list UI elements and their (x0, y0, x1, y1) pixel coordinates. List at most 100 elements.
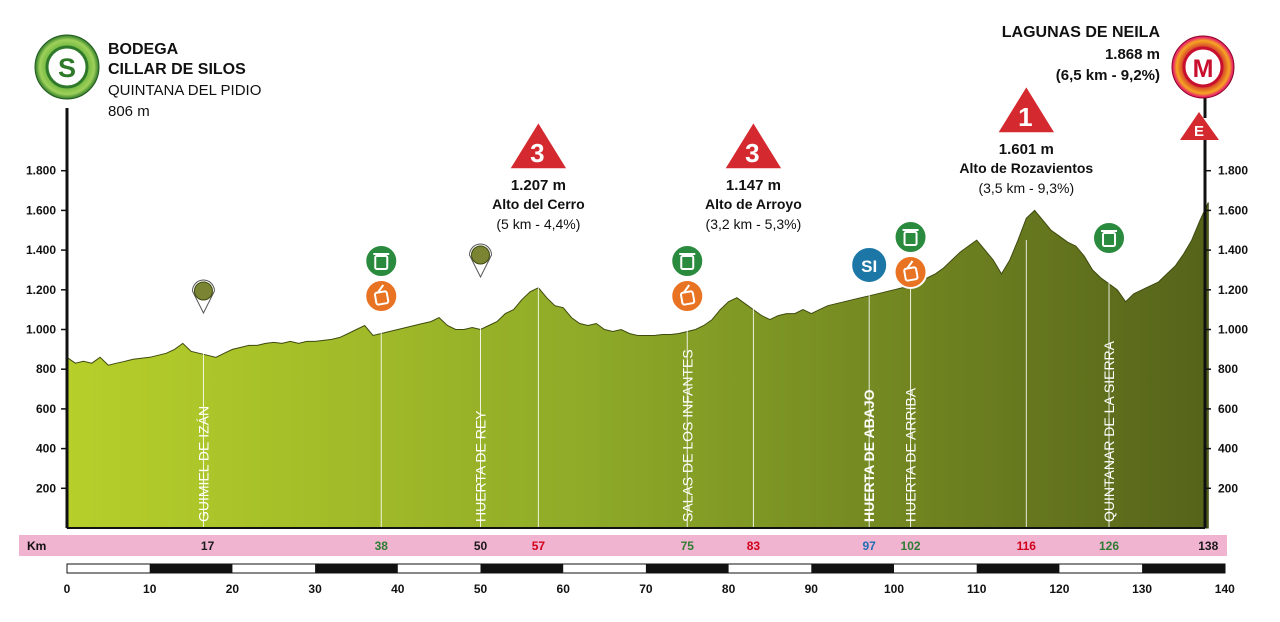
distance-scale-label: 50 (474, 582, 488, 596)
climb-labels: 3 1.207 m Alto del Cerro (5 km - 4,4%) 3 1.14… (492, 85, 1093, 232)
start-line1: BODEGA (108, 41, 179, 58)
climb-altitude: 1.207 m (511, 177, 566, 194)
km-strip-value: 83 (747, 539, 761, 553)
station-label: HUERTA DE ABAJO (861, 389, 877, 522)
distance-scale: 0 10 20 30 40 50 60 70 80 90 100 110 120 130 140 (64, 563, 1235, 596)
km-strip-value: 102 (901, 539, 921, 553)
distance-scale-label: 10 (143, 582, 157, 596)
finish-badge-inner (1182, 46, 1224, 88)
km-strip-value: 50 (474, 539, 488, 553)
start-line3: QUINTANA DEL PIDIO (108, 82, 261, 99)
musette-strap (683, 284, 691, 293)
y-tick-label-left: 400 (36, 442, 56, 456)
km-strip-value: 138 (1198, 539, 1218, 553)
km-strip-value: 126 (1099, 539, 1119, 553)
y-tick-label-left: 1.000 (26, 323, 56, 337)
trash-bin-body (1102, 232, 1117, 247)
y-tick-label-right: 800 (1218, 362, 1238, 376)
y-tick-label-left: 600 (36, 402, 56, 416)
musette-strap (906, 260, 914, 269)
trash-bin-body (680, 255, 695, 270)
y-tick-label-left: 1.200 (26, 283, 56, 297)
finish-altitude: 1.868 m (1105, 46, 1160, 63)
climb-category-icon (996, 85, 1057, 134)
km-strip-value: 75 (681, 539, 695, 553)
y-ticks-right: 200 400 600 800 1.000 1.200 1.400 1.600 1.800 (1205, 164, 1248, 495)
distance-scale-label: 140 (1215, 582, 1235, 596)
sprint-badge-text: SI (861, 257, 877, 276)
location-pin-dot (471, 245, 490, 265)
distance-scale-label: 110 (967, 582, 987, 596)
distance-scale-label: 30 (308, 582, 322, 596)
climb-name: Alto de Rozavientos (959, 160, 1093, 176)
climb-category-icon (508, 121, 569, 170)
station-label: GUIMIEL DE IZÁN (195, 406, 211, 522)
distance-scale-segments (149, 564, 1225, 573)
distance-scale-label: 130 (1132, 582, 1152, 596)
distance-scale-segment (645, 564, 729, 573)
climb-detail: (3,5 km - 9,3%) (978, 180, 1074, 196)
climb-name: Alto de Arroyo (705, 196, 802, 212)
climb-altitude: 1.147 m (726, 177, 781, 194)
km-strip-value: 97 (863, 539, 877, 553)
station-label: SALAS DE LOS INFANTES (679, 349, 695, 522)
finish-detail: (6,5 km - 9,2%) (1056, 67, 1160, 84)
finish-category-letter: E (1194, 123, 1204, 140)
km-strip-value: 17 (201, 539, 215, 553)
waste-zone-icon (364, 244, 399, 278)
location-pin-dot (193, 281, 213, 301)
feed-zone-icon (364, 279, 399, 313)
distance-scale-segment (480, 564, 564, 573)
finish-name: LAGUNAS DE NEILA (1002, 24, 1161, 41)
distance-scale-label: 120 (1049, 582, 1069, 596)
y-tick-label-right: 1.200 (1218, 283, 1248, 297)
finish-block: LAGUNAS DE NEILA 1.868 m (6,5 km - 9,2%)… (1002, 24, 1235, 140)
musette-bag (679, 290, 696, 306)
km-strip-value: 57 (532, 539, 546, 553)
y-tick-label-right: 1.600 (1218, 203, 1248, 217)
distance-scale-label: 20 (226, 582, 240, 596)
y-tick-label-left: 1.600 (26, 203, 56, 217)
station-labels: GUIMIEL DE IZÁN HUERTA DE REY SALAS DE LOS… (195, 340, 1117, 522)
y-tick-label-right: 200 (1218, 481, 1238, 495)
y-tick-label-right: 600 (1218, 402, 1238, 416)
distance-scale-label: 0 (64, 582, 71, 596)
climb-altitude: 1.601 m (999, 141, 1054, 158)
trash-bin-body (903, 231, 918, 246)
y-tick-label-right: 1.400 (1218, 243, 1248, 257)
feed-zone-icon (670, 279, 705, 313)
start-altitude: 806 m (108, 103, 150, 120)
y-tick-label-left: 200 (36, 481, 56, 495)
musette-strap (377, 284, 385, 293)
climb-name: Alto del Cerro (492, 196, 585, 212)
waste-zone-icon (1092, 221, 1127, 255)
km-strip-value: 116 (1017, 539, 1037, 553)
km-strip-band (19, 535, 1227, 556)
distance-scale-label: 40 (391, 582, 405, 596)
distance-scale-label: 90 (805, 582, 819, 596)
station-label: HUERTA DE ARRIBA (903, 387, 919, 522)
distance-scale-segment (315, 564, 398, 573)
climb-detail: (3,2 km - 5,3%) (706, 216, 802, 232)
waste-zone-icon (670, 244, 705, 278)
distance-scale-segment (976, 564, 1060, 573)
start-line2: CILLAR DE SILOS (108, 61, 246, 78)
feed-zone-icon (893, 255, 928, 289)
distance-scale-segment (1142, 564, 1225, 573)
musette-bag (373, 290, 390, 306)
distance-scale-label: 100 (884, 582, 904, 596)
markers: SI (191, 220, 1127, 315)
climb-category-number: 3 (530, 138, 544, 168)
y-tick-label-right: 1.000 (1218, 323, 1248, 337)
chart-area: 200 400 600 800 1.000 1.200 1.400 1.600 1.800 20… (26, 108, 1248, 529)
distance-scale-labels: 0 10 20 30 40 50 60 70 80 90 100 110 120 130 140 (64, 582, 1235, 596)
y-ticks-left: 200 400 600 800 1.000 1.200 1.400 1.600 1.800 (26, 164, 67, 495)
finish-category-triangle (1180, 112, 1219, 140)
station-lines (202, 238, 1110, 528)
y-tick-label-right: 1.800 (1218, 164, 1248, 178)
station-label: QUINTANAR DE LA SIERRA (1101, 340, 1117, 522)
climb-category-number: 3 (745, 138, 759, 168)
climb-category-number: 1 (1018, 102, 1032, 132)
start-block: S BODEGA CILLAR DE SILOS QUINTANA DEL PI… (34, 34, 261, 120)
